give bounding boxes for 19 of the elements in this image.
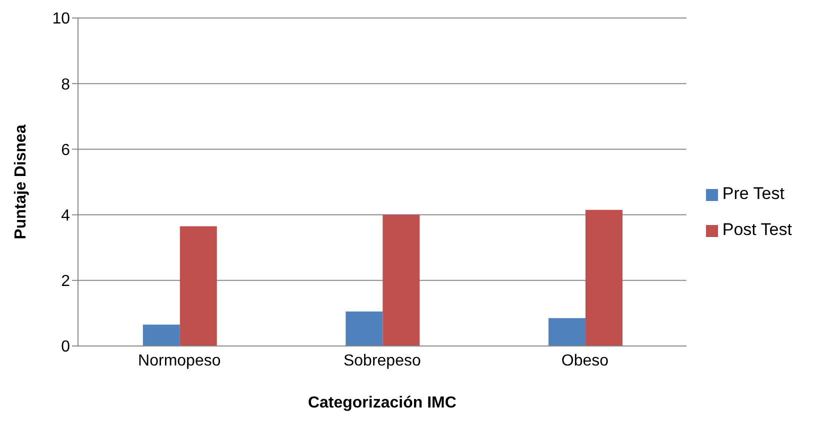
y-tick-label: 10 [52, 10, 70, 28]
bar [548, 318, 586, 346]
x-tick-label: Normopeso [138, 352, 221, 370]
bar [180, 226, 217, 346]
bar [142, 324, 180, 346]
y-tick-label: 6 [61, 142, 70, 159]
bar [585, 210, 622, 346]
x-axis-title: Categorización IMC [308, 394, 457, 412]
x-tick-label: Obeso [561, 352, 609, 370]
bar [382, 214, 420, 346]
y-tick-label: 4 [61, 207, 70, 224]
y-axis-title: Puntaje Disnea [12, 124, 30, 240]
legend-label: Post Test [722, 220, 792, 239]
bar [346, 312, 383, 346]
y-tick-label: 8 [61, 76, 70, 94]
legend-label: Pre Test [722, 184, 784, 203]
x-tick-label: Sobrepeso [343, 352, 421, 370]
y-tick-label: 0 [61, 338, 70, 356]
y-tick-label: 2 [61, 273, 70, 290]
